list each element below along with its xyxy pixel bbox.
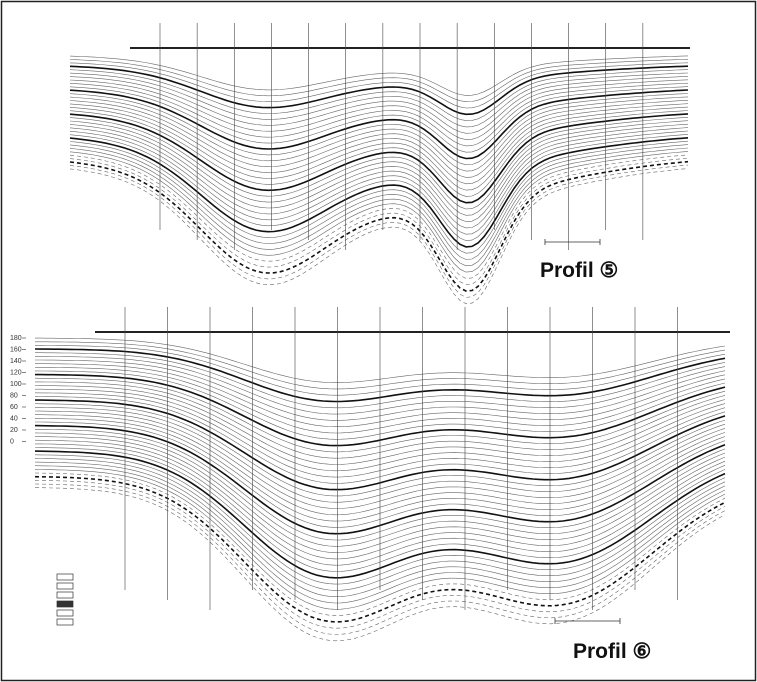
scale-label: 120	[10, 370, 22, 377]
scale-label: 80	[10, 393, 18, 400]
scale-label: 60	[10, 404, 18, 411]
scale-label: 40	[10, 416, 18, 423]
scale-label: 140	[10, 358, 22, 365]
profile-title: Profil ⑥	[573, 640, 651, 663]
scale-label: 160	[10, 347, 22, 354]
scale-label: 180	[10, 335, 22, 342]
profile-title: Profil ⑤	[540, 259, 618, 282]
scale-label: 0	[10, 439, 14, 446]
scale-label: 100	[10, 381, 22, 388]
page: 180 160 140 120 100 80 60 40 20 0 Profil ⑤ Profil…	[0, 0, 757, 682]
scale-label: 20	[10, 427, 18, 434]
